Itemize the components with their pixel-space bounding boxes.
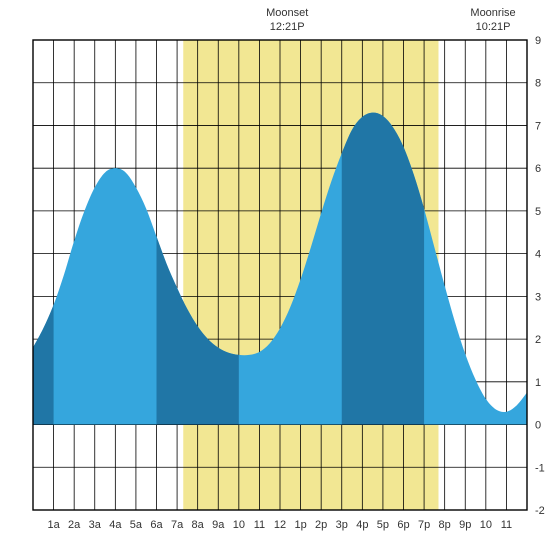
- x-tick-label: 11: [501, 519, 512, 531]
- x-tick-label: 4a: [109, 519, 122, 531]
- y-tick-label: 8: [535, 78, 541, 90]
- y-tick-label: 5: [535, 206, 541, 218]
- moonset-value: 12:21P: [270, 21, 305, 33]
- x-tick-label: 9a: [212, 519, 225, 531]
- x-tick-label: 2p: [315, 519, 327, 531]
- x-tick-label: 6a: [150, 519, 163, 531]
- x-tick-label: 10: [233, 519, 245, 531]
- y-tick-label: 0: [535, 420, 541, 432]
- x-tick-label: 5a: [130, 519, 143, 531]
- y-tick-label: 9: [535, 35, 541, 47]
- moonset-title: Moonset: [266, 7, 308, 19]
- x-tick-label: 8p: [439, 519, 451, 531]
- x-tick-label: 11: [254, 519, 265, 531]
- chart-svg: -2-101234567891a2a3a4a5a6a7a8a9a1011121p…: [0, 0, 550, 550]
- x-tick-label: 2a: [68, 519, 81, 531]
- x-tick-label: 3a: [89, 519, 102, 531]
- x-tick-label: 9p: [459, 519, 471, 531]
- x-tick-label: 12: [274, 519, 286, 531]
- x-tick-label: 7a: [171, 519, 184, 531]
- moonrise-value: 10:21P: [476, 21, 511, 33]
- y-tick-label: 7: [535, 120, 541, 132]
- x-tick-label: 3p: [336, 519, 348, 531]
- y-tick-label: 2: [535, 334, 541, 346]
- moonrise-title: Moonrise: [470, 7, 515, 19]
- x-tick-label: 1a: [47, 519, 60, 531]
- x-tick-label: 10: [480, 519, 492, 531]
- y-tick-label: 3: [535, 291, 541, 303]
- y-tick-label: 4: [535, 249, 541, 261]
- x-tick-label: 8a: [192, 519, 205, 531]
- x-tick-label: 1p: [294, 519, 306, 531]
- x-tick-label: 5p: [377, 519, 389, 531]
- y-tick-label: 6: [535, 163, 541, 175]
- y-tick-label: 1: [535, 377, 541, 389]
- x-tick-label: 7p: [418, 519, 430, 531]
- tide-chart: -2-101234567891a2a3a4a5a6a7a8a9a1011121p…: [0, 0, 550, 550]
- x-tick-label: 4p: [356, 519, 368, 531]
- x-tick-label: 6p: [397, 519, 409, 531]
- y-tick-label: -2: [535, 505, 545, 517]
- y-tick-label: -1: [535, 462, 545, 474]
